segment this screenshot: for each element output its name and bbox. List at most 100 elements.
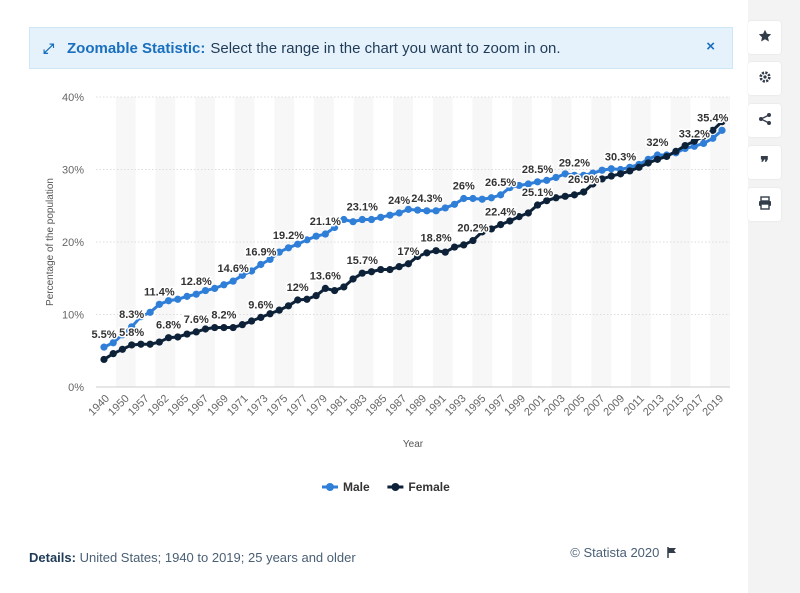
data-point-male [423,207,431,215]
data-label-female: 26.9% [568,174,599,186]
data-point-male [229,277,237,285]
data-point-female [570,191,579,199]
statista-credit[interactable]: © Statista 2020 [570,545,677,560]
data-point-male [487,194,496,202]
share-button[interactable] [748,104,781,137]
data-point-female [607,172,615,180]
data-label-male: 11.4% [144,286,175,298]
data-point-male [690,142,698,150]
print-icon [758,196,772,213]
data-point-male [441,204,449,212]
data-point-female [275,306,283,314]
data-point-female [128,341,136,349]
data-label-female: 5.8% [119,327,144,339]
x-tick-label: 2015 [661,393,687,419]
x-tick-label: 2005 [562,393,588,419]
data-point-female [690,137,698,145]
data-point-female [543,197,551,205]
data-point-female [450,243,459,251]
data-point-male [377,213,385,221]
data-point-female [699,132,708,140]
cite-button[interactable]: ❞ [748,146,781,179]
data-point-female [423,249,431,257]
data-label-male: 28.5% [522,164,553,176]
data-point-male [533,178,542,186]
data-label-male: 24% [388,195,410,207]
data-point-female [644,159,652,167]
data-point-female [386,265,394,274]
data-point-female [247,317,256,325]
data-point-male [284,244,293,252]
data-label-female: 12% [287,282,309,294]
settings-button[interactable] [748,62,781,95]
data-point-female [487,225,496,233]
x-tick-label: 1973 [245,393,271,419]
data-point-female [312,292,320,300]
data-point-female [137,340,145,348]
data-point-female [100,355,108,364]
data-label-female: 15.7% [347,255,378,267]
data-label-female: 17% [397,246,419,258]
data-point-male [450,200,459,208]
data-label-male: 5.5% [91,329,116,341]
chart-card: ⤢ Zoomable Statistic: Select the range i… [0,0,748,593]
data-label-female: 20.2% [457,223,488,235]
data-point-male [469,194,477,203]
data-point-female [460,241,468,249]
data-point-female [709,126,717,134]
favorite-button[interactable] [748,21,781,54]
data-point-male [100,343,108,351]
legend-label: Male [343,480,370,494]
x-tick-label: 1987 [383,393,409,419]
data-point-female [349,275,357,283]
x-axis-title: Year [403,439,424,450]
details-note: Details: United States; 1940 to 2019; 25… [29,550,356,565]
data-point-female [616,170,625,178]
legend-item-female[interactable]: Female [387,480,450,494]
print-button[interactable] [748,188,781,221]
data-point-female [192,328,200,336]
data-point-female [432,247,440,255]
data-label-female: 35.4% [697,112,728,124]
close-icon[interactable]: × [706,38,715,55]
data-point-female [506,217,514,225]
data-label-female: 25.1% [522,187,553,199]
data-point-male [432,207,440,215]
data-point-male [607,165,615,173]
share-icon [758,112,772,129]
data-point-male [275,248,283,256]
data-point-male [497,191,505,199]
details-text: United States; 1940 to 2019; 25 years an… [79,550,356,565]
x-tick-label: 1950 [106,393,132,419]
data-point-female [469,236,477,245]
data-point-female [201,325,210,333]
legend-item-male[interactable]: Male [322,480,370,494]
data-point-male [414,206,422,214]
data-point-male [395,209,403,217]
data-point-female [589,180,597,188]
x-tick-label: 2013 [641,393,667,419]
x-tick-label: 1962 [146,393,172,419]
data-point-male [294,240,302,248]
data-point-male [321,230,329,238]
x-tick-label: 1995 [463,393,489,419]
data-point-male [238,271,246,279]
plot-band [512,97,532,387]
data-label-female: 22.4% [485,207,516,219]
data-point-female [284,302,293,310]
x-tick-label: 2011 [622,393,647,418]
data-point-male [515,181,523,190]
data-point-female [414,252,422,261]
data-point-male [128,323,136,331]
data-point-male [118,331,127,339]
data-point-male [257,260,265,269]
data-point-female [183,330,191,338]
credit-text: © Statista 2020 [570,545,660,560]
x-tick-label: 1997 [482,393,508,419]
data-point-male [524,180,532,188]
data-label-male: 19.2% [273,230,304,242]
data-point-male [340,215,348,224]
data-point-female [524,209,532,217]
data-point-male [561,170,569,178]
line-chart[interactable]: 0%10%20%30%40%19401950195719621965196719… [0,0,748,540]
